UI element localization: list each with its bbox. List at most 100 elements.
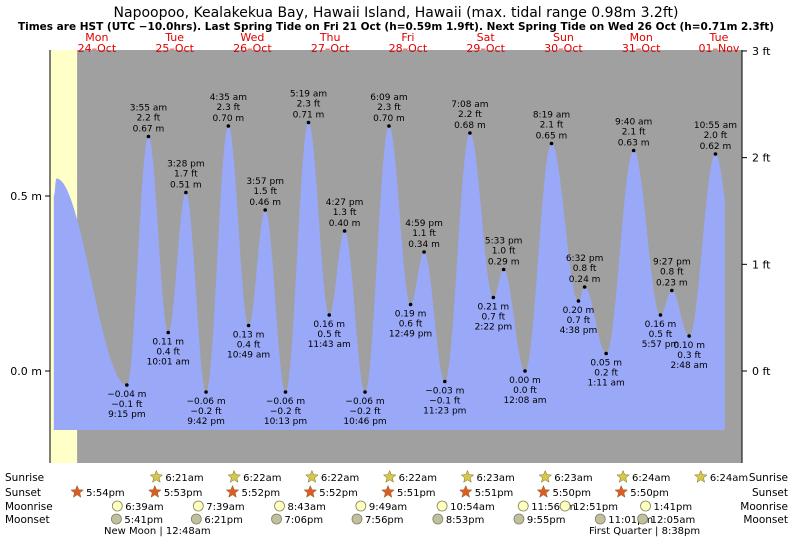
tide-time: 9:27 pm <box>653 258 691 268</box>
tide-point <box>670 288 674 293</box>
tide-height-m: −0.06 m <box>266 397 305 407</box>
tide-height-m: 0.16 m <box>645 320 677 330</box>
chart-title: Napoopoo, Kealakekua Bay, Hawaii Island,… <box>114 5 679 21</box>
tide-point <box>713 152 718 156</box>
sunset-star-icon <box>614 484 629 498</box>
moonset-icon <box>351 513 363 525</box>
tide-height-ft: 0.5 ft <box>317 330 341 340</box>
tide-labels: −0.04 m−0.1 ft9:15 pm3:55 am2.2 ft0.67 m… <box>107 90 737 428</box>
moonrise-time: 12:51pm <box>573 502 618 513</box>
moonset-time: 7:06pm <box>285 515 324 526</box>
tide-point <box>501 267 506 272</box>
tide-time: 3:55 am <box>130 104 167 114</box>
sunset-star-icon <box>147 484 162 498</box>
tide-height-m: 0.29 m <box>488 258 520 268</box>
moonrise-icon <box>192 500 204 512</box>
tide-time: 1:11 am <box>587 379 624 389</box>
tide-height-ft: 2.1 ft <box>540 121 564 131</box>
tide-height-ft: 1.7 ft <box>174 170 198 180</box>
tide-time: 2:22 pm <box>475 323 513 333</box>
tide-height-m: −0.04 m <box>107 390 146 400</box>
tide-height-m: 0.13 m <box>233 331 265 341</box>
chart-subtitle: Times are HST (UTC −10.0hrs). Last Sprin… <box>18 21 774 33</box>
moonset-icon <box>432 513 444 525</box>
tide-time: 10:49 am <box>227 351 270 361</box>
tide-point <box>491 295 496 300</box>
tide-height-ft: 1.3 ft <box>333 208 357 218</box>
tide-height-ft: 2.3 ft <box>217 103 241 113</box>
sunrise-time: 6:21am <box>165 473 203 484</box>
sunrise-star-icon <box>382 469 397 483</box>
tide-height-ft: 0.8 ft <box>660 268 684 278</box>
moonrise-time: 1:41pm <box>654 502 693 513</box>
y-tick-label-ft: 0 ft <box>752 365 771 378</box>
tide-time: 9:42 pm <box>187 417 225 427</box>
tide-time: 10:13 pm <box>264 417 307 427</box>
row-label-right: Sunrise <box>749 472 788 484</box>
tide-height-ft: 0.2 ft <box>594 369 618 379</box>
sunset-star-icon <box>381 484 395 498</box>
sunrise-time: 6:22am <box>321 473 359 484</box>
tide-time: 5:33 pm <box>485 237 523 247</box>
tide-time: 10:55 am <box>694 121 737 131</box>
tide-curve <box>53 122 725 430</box>
sunrise-time: 6:24am <box>710 473 748 484</box>
tide-time: 11:23 pm <box>423 407 466 417</box>
sunrise-star-icon <box>538 469 553 483</box>
day-name: Fri <box>401 31 414 44</box>
tide-height-m: 0.70 m <box>213 114 245 124</box>
astronomy-table: Sunrise Sunrise Sunset Sunset Moonrise Moonri… <box>5 469 788 537</box>
sunset-time: 5:50pm <box>630 488 669 499</box>
sunrise-time: 6:22am <box>399 473 437 484</box>
day-name: Tue <box>164 31 184 44</box>
tide-area <box>53 122 725 430</box>
moonrise-icon <box>355 500 367 512</box>
tide-height-ft: −0.2 ft <box>270 407 302 417</box>
tide-height-ft: 0.6 ft <box>399 320 423 330</box>
sunset-time: 5:51pm <box>475 488 514 499</box>
tide-point <box>363 390 367 394</box>
sunset-time: 5:51pm <box>397 488 436 499</box>
day-name: Thu <box>319 31 341 44</box>
moonset-icon <box>594 513 606 525</box>
tide-height-m: 0.62 m <box>700 142 732 152</box>
tide-height-ft: 0.5 ft <box>649 330 673 340</box>
moonrise-time: 7:39am <box>206 502 244 513</box>
day-name: Sun <box>553 31 574 44</box>
tide-time: 10:46 pm <box>343 417 386 427</box>
tide-height-m: 0.05 m <box>590 359 622 369</box>
tide-height-ft: 0.0 ft <box>513 386 537 396</box>
moonrise-time: 8:43am <box>288 502 326 513</box>
moon-phase-first-quarter: First Quarter | 8:38pm <box>589 526 700 537</box>
tide-height-m: 0.71 m <box>293 111 325 121</box>
tide-time: 2:48 am <box>670 361 707 371</box>
y-tick-label-ft: 1 ft <box>752 258 771 271</box>
day-date: 30–Oct <box>544 42 583 55</box>
tide-time: 3:28 pm <box>167 160 205 170</box>
tide-time: 11:43 am <box>308 340 351 350</box>
tide-time: 7:08 am <box>451 100 488 110</box>
tide-height-m: 0.23 m <box>656 279 688 289</box>
tide-point <box>549 141 554 146</box>
tide-time: 9:40 am <box>615 118 652 128</box>
moonset-icon <box>637 513 648 525</box>
tide-height-m: 0.67 m <box>133 125 165 135</box>
tide-point <box>443 379 447 384</box>
tide-point <box>408 302 413 307</box>
row-label-right: Moonset <box>743 514 788 526</box>
sunrise-star-icon <box>460 469 475 483</box>
tide-point <box>263 208 267 212</box>
sunset-star-icon <box>536 484 551 498</box>
sunset-time: 5:52pm <box>319 488 358 499</box>
tide-height-m: 0.51 m <box>170 181 202 191</box>
tide-point <box>658 313 663 317</box>
tide-point <box>422 250 426 254</box>
moonset-icon <box>271 513 282 525</box>
tide-height-m: −0.06 m <box>186 397 225 407</box>
tide-height-ft: −0.2 ft <box>349 407 381 417</box>
tide-point <box>184 190 188 195</box>
y-tick-label-m: 0.5 m <box>10 190 42 203</box>
moonset-time: 8:53pm <box>446 515 485 526</box>
tide-height-ft: 2.3 ft <box>377 103 401 113</box>
sunset-time: 5:50pm <box>552 488 591 499</box>
